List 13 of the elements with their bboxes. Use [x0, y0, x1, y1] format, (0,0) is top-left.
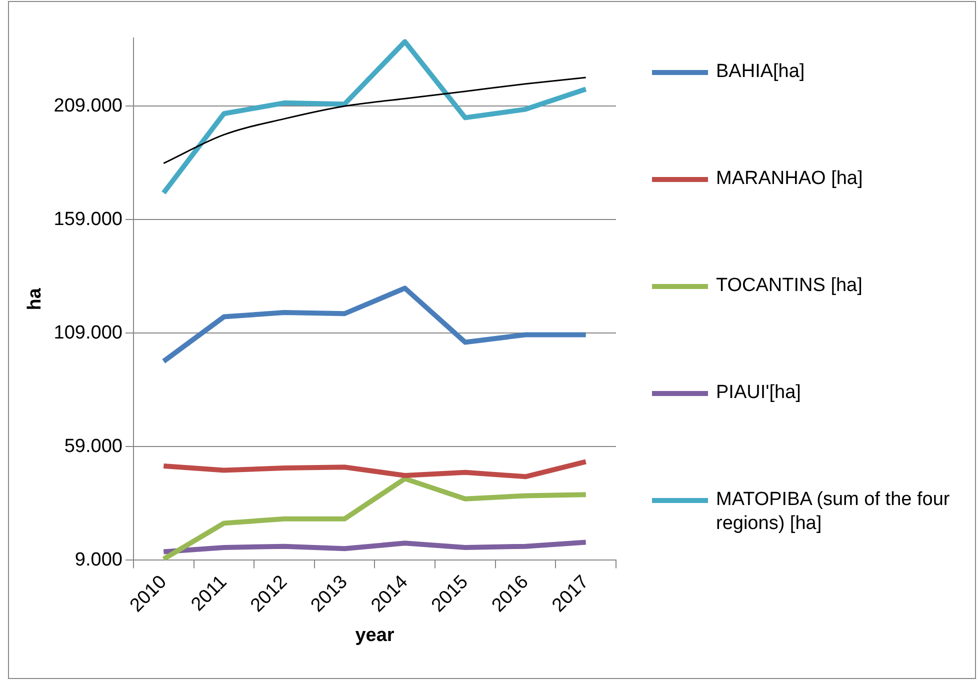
legend-label: TOCANTINS [ha] [716, 274, 864, 298]
line-series [162, 76, 587, 164]
legend-label: MATOPIBA (sum of the four regions) [ha] [716, 488, 951, 536]
legend-label: PIAUI'[ha] [716, 381, 802, 405]
legend-label: MARANHAO [ha] [716, 167, 864, 191]
legend-label: BAHIA[ha] [716, 60, 806, 84]
x-axis-title: year [355, 624, 395, 646]
y-tick-label: 59.000 [64, 436, 122, 457]
y-tick-label: 9.000 [74, 549, 122, 570]
y-tick-label: 209.000 [54, 95, 122, 116]
y-tick-label: 159.000 [54, 208, 122, 230]
y-tick-label: 109.000 [54, 322, 122, 344]
y-axis-title: ha [24, 288, 46, 310]
